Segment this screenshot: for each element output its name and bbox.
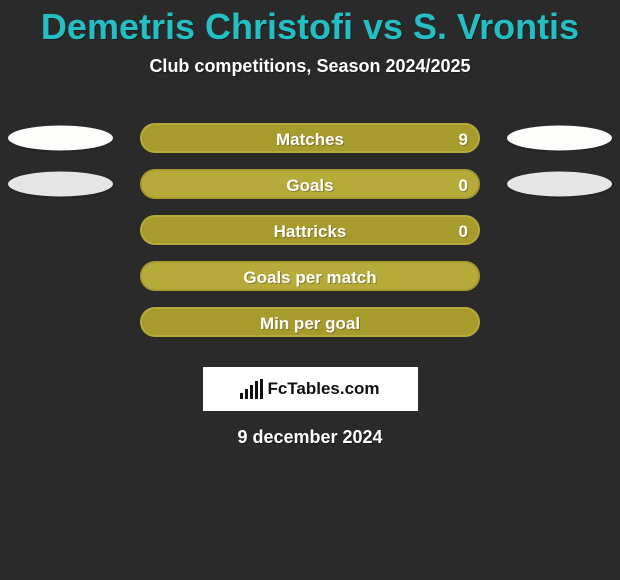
stat-row-goals: Goals 0 <box>0 161 620 207</box>
logo: FcTables.com <box>203 367 418 411</box>
stat-label: Hattricks <box>274 222 347 241</box>
stat-row-matches: Matches 9 <box>0 115 620 161</box>
stat-label: Min per goal <box>260 314 360 333</box>
player-right-ellipse <box>507 172 612 197</box>
player-left-ellipse <box>8 172 113 197</box>
stat-bar: Min per goal <box>140 307 480 337</box>
subtitle: Club competitions, Season 2024/2025 <box>0 56 620 77</box>
stat-label: Goals <box>286 176 333 195</box>
player-right-ellipse <box>507 126 612 151</box>
stat-row-goals-per-match: Goals per match <box>0 253 620 299</box>
stat-bar: Matches 9 <box>140 123 480 153</box>
player-left-ellipse <box>8 126 113 151</box>
stat-bar: Goals per match <box>140 261 480 291</box>
stat-bar: Hattricks 0 <box>140 215 480 245</box>
stat-value-right: 0 <box>459 217 468 247</box>
stat-label: Goals per match <box>243 268 376 287</box>
stat-value-right: 0 <box>459 171 468 201</box>
logo-bars-icon <box>240 379 263 399</box>
stats-container: Matches 9 Goals 0 Hattricks 0 <box>0 115 620 345</box>
stat-label: Matches <box>276 130 344 149</box>
stat-value-right: 9 <box>459 125 468 155</box>
logo-text: FcTables.com <box>267 379 379 399</box>
stat-row-min-per-goal: Min per goal <box>0 299 620 345</box>
date: 9 december 2024 <box>0 427 620 448</box>
stat-row-hattricks: Hattricks 0 <box>0 207 620 253</box>
page-title: Demetris Christofi vs S. Vrontis <box>0 0 620 48</box>
stat-bar: Goals 0 <box>140 169 480 199</box>
